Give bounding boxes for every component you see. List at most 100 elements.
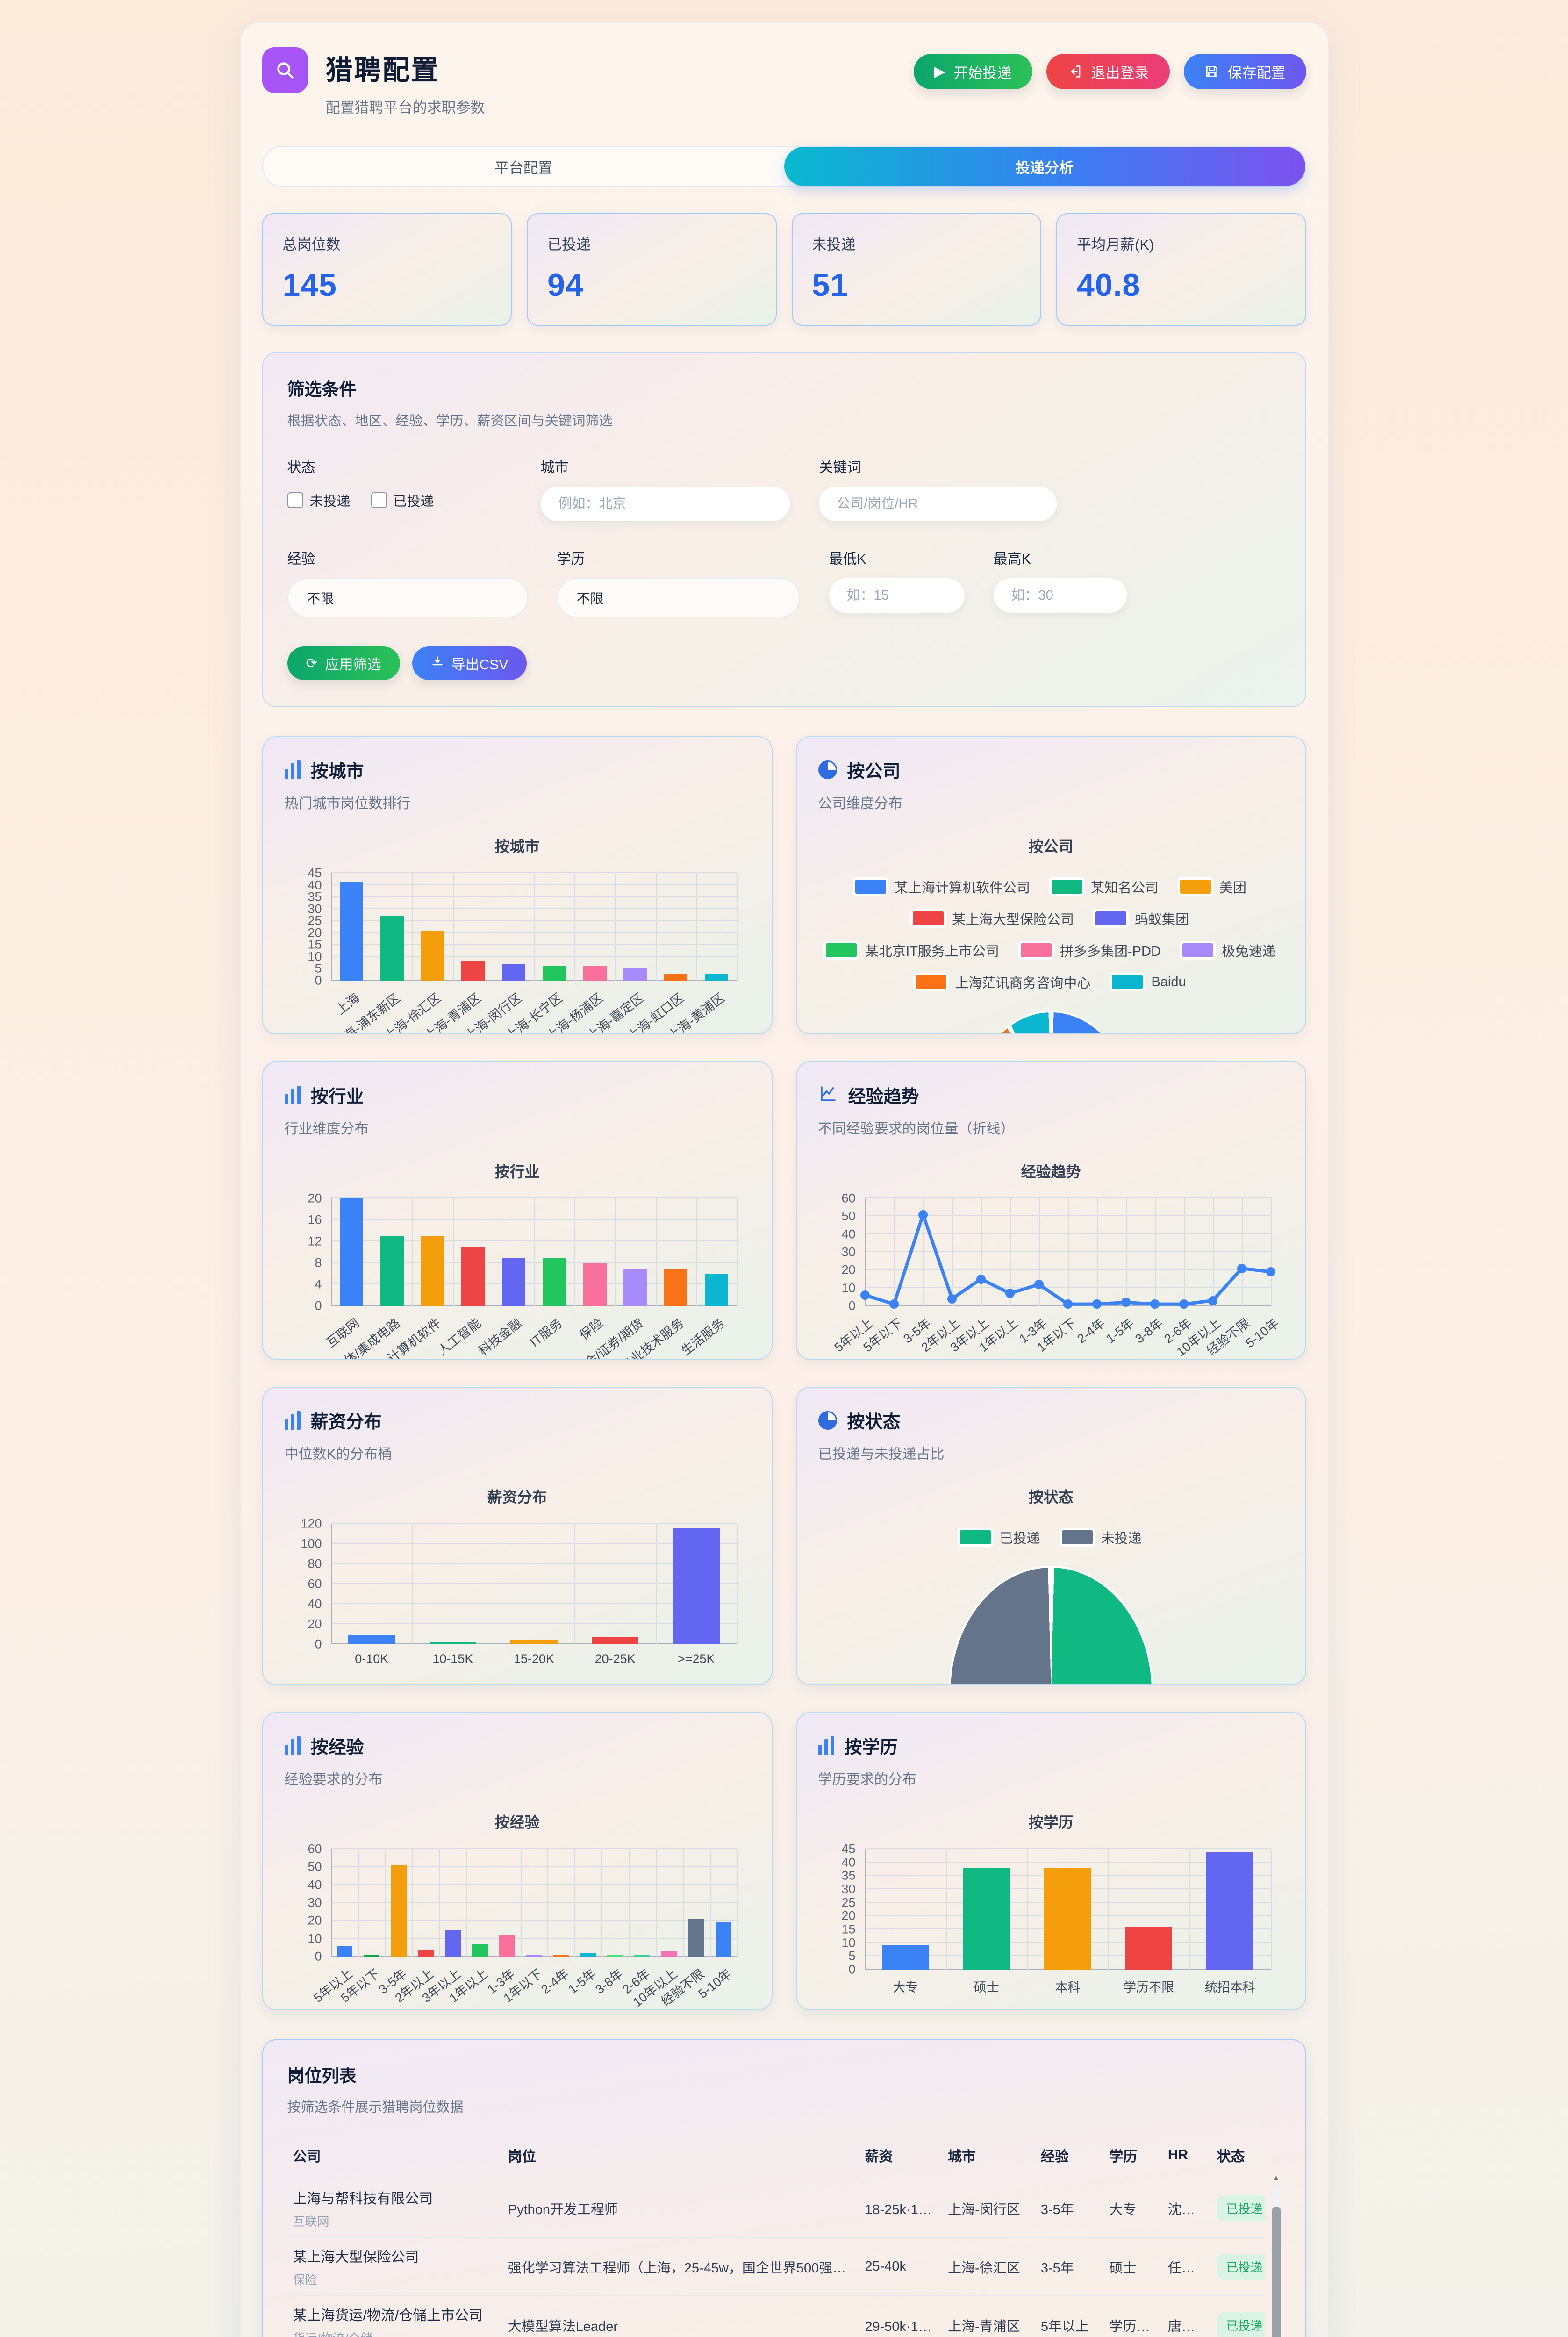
tab-platform-config[interactable]: 平台配置 — [494, 159, 552, 176]
legend-item: Baidu — [1112, 972, 1186, 992]
experience-select[interactable]: 不限 — [287, 578, 528, 617]
bar-slot — [601, 1849, 629, 1957]
city-cell: 上海-徐汇区 — [942, 2237, 1035, 2296]
inner-chart-title: 按经验 — [494, 1814, 540, 1831]
stat-value: 94 — [547, 267, 584, 303]
keyword-input[interactable] — [819, 487, 1057, 521]
gridline-vertical — [1270, 1849, 1272, 1970]
gridline-vertical — [655, 1198, 657, 1306]
education-label: 学历 — [557, 552, 585, 567]
bar-slot — [372, 1198, 412, 1306]
chart-title: 按公司 — [847, 762, 901, 781]
status-pie-chart: 已投递 未投递 — [818, 1527, 1284, 1684]
legend-chip — [855, 880, 886, 894]
bar-slot — [946, 1849, 1027, 1970]
y-tick-label: 10 — [308, 949, 322, 964]
table-row[interactable]: 上海与帮科技有限公司 互联网 Python开发工程师 18-25k·13薪 上海-闵行区… — [287, 2179, 1265, 2237]
start-delivery-button[interactable]: ▶ 开始投递 — [913, 54, 1032, 89]
bar — [501, 964, 526, 981]
table-row[interactable]: 某上海货运/物流/仓储上市公司货运/物流/仓储大模型算法Leader29-50k… — [287, 2295, 1265, 2337]
header: 猎聘配置 配置猎聘平台的求职参数 ▶ 开始投递 退出登录 — [262, 47, 1306, 117]
pie — [950, 1568, 1152, 1684]
city-input[interactable] — [540, 487, 790, 521]
checkbox-box[interactable] — [287, 492, 303, 508]
column-header: 经验 — [1040, 2149, 1069, 2165]
gridline — [331, 1197, 737, 1198]
chart-card-exp-trend: 经验趋势 不同经验要求的岗位量（折线） 经验趋势 0 10 20 30 40 50 60 5年… — [795, 1061, 1306, 1360]
inner-chart-title: 按行业 — [494, 1163, 540, 1180]
vertical-scrollbar[interactable]: ▴ ▾ — [1271, 2173, 1281, 2337]
chart-subtitle: 中位数K的分布桶 — [284, 1447, 392, 1462]
salary-cell: 29-50k·13薪 — [859, 2295, 943, 2337]
salary-cell: 18-25k·13薪 — [859, 2179, 943, 2237]
gridline-vertical — [1010, 1198, 1011, 1306]
y-tick-label: 25 — [841, 1895, 856, 1910]
logout-button[interactable]: 退出登录 — [1046, 54, 1170, 89]
legend-chip — [960, 1530, 991, 1544]
bar-slot — [656, 1198, 696, 1306]
play-icon: ▶ — [934, 63, 945, 79]
chart-title: 按经验 — [310, 1738, 364, 1757]
max-salary-input[interactable] — [993, 578, 1127, 613]
bar-slot — [494, 1524, 575, 1644]
min-salary-input[interactable] — [829, 578, 965, 613]
bar — [661, 1951, 677, 1957]
education-select[interactable]: 不限 — [557, 578, 800, 617]
y-tick-label: 10 — [841, 1281, 856, 1295]
apply-filter-button[interactable]: ⟳ 应用筛选 — [287, 646, 400, 680]
keyword-label: 关键词 — [819, 460, 861, 475]
column-header: 岗位 — [508, 2149, 536, 2165]
bar — [542, 966, 566, 981]
pie-legend: 某上海计算机软件公司 某知名公司 美团 某上海大型保险公司 蚂蚁集团 某北京IT服务上市公… — [818, 877, 1284, 992]
scroll-up-icon[interactable]: ▴ — [1274, 2172, 1279, 2183]
legend-item: 未投递 — [1061, 1527, 1142, 1547]
tab-delivery-analysis[interactable]: 投递分析 — [784, 147, 1305, 186]
chart-card-company: 按公司 公司维度分布 按公司 某上海计算机软件公司 某知名公司 美团 某上海大型保险公… — [795, 736, 1306, 1034]
y-tick-label: 0 — [315, 1298, 322, 1313]
company-industry: 货运/物流/仓储 — [293, 2329, 497, 2337]
filter-title: 筛选条件 — [287, 380, 357, 399]
status-label: 状态 — [287, 460, 315, 475]
inner-chart-title: 薪资分布 — [487, 1489, 547, 1505]
legend-label: 美团 — [1219, 881, 1247, 896]
y-tick-label: 8 — [315, 1255, 322, 1270]
data-point — [947, 1294, 957, 1304]
bar-slot — [331, 1524, 413, 1644]
x-tick-label: 保险 — [577, 1316, 606, 1343]
pie — [969, 1012, 1133, 1033]
save-icon — [1204, 64, 1219, 79]
bar-slot — [412, 1198, 453, 1306]
checkbox-undelivered[interactable]: 未投递 — [287, 490, 351, 510]
bar — [553, 1955, 569, 1957]
vertical-scrollbar-thumb[interactable] — [1271, 2207, 1281, 2337]
y-tick-label: 20 — [308, 925, 322, 940]
bar — [380, 916, 404, 981]
experience-cell: 3-5年 — [1035, 2237, 1104, 2296]
data-point — [860, 1290, 870, 1300]
experience-line-chart: 0 10 20 30 40 50 60 5年以上 5年以下 3-5年 2年以上 3年以上 1年以上 1-3… — [818, 1191, 1284, 1359]
legend-label: 未投递 — [1101, 1531, 1142, 1546]
bar-slot — [574, 873, 615, 981]
y-tick-label: 15 — [841, 1922, 856, 1936]
filter-subtitle: 根据状态、地区、经验、学历、薪资区间与关键词筛选 — [287, 414, 613, 429]
y-axis-line — [331, 873, 332, 981]
bar-slot — [574, 1198, 615, 1306]
bar — [391, 1865, 407, 1957]
legend-chip — [1180, 880, 1211, 894]
table-row[interactable]: 某上海大型保险公司 保险 强化学习算法工程师（上海，25-45w，国企世界500强；… — [287, 2237, 1265, 2296]
bar — [664, 1268, 688, 1306]
gridline-vertical — [466, 1849, 467, 1957]
plot-grid: 0 5 10 15 20 25 30 35 40 45 大专 硕士 本科 学历不限 统招本科 — [841, 1842, 1272, 1994]
company-name: 某上海大型保险公司 — [293, 2250, 419, 2265]
bar — [704, 1274, 729, 1306]
y-tick-label: 30 — [841, 1245, 856, 1259]
export-csv-button[interactable]: 导出CSV — [412, 646, 527, 680]
save-config-button[interactable]: 保存配置 — [1183, 54, 1306, 89]
hr-cell: 任女士 — [1162, 2237, 1211, 2296]
experience-bar-chart: 0 10 20 30 40 50 60 5年以上 5年以下 3-5年 2年以上 3年以上 1年以上 1-3… — [285, 1842, 750, 2009]
checkbox-box[interactable] — [371, 492, 387, 508]
company-name: 某上海货运/物流/仓储上市公司 — [293, 2308, 483, 2323]
bar-slot — [1027, 1849, 1109, 1970]
checkbox-delivered[interactable]: 已投递 — [371, 490, 434, 510]
bar-slot — [574, 1849, 601, 1957]
